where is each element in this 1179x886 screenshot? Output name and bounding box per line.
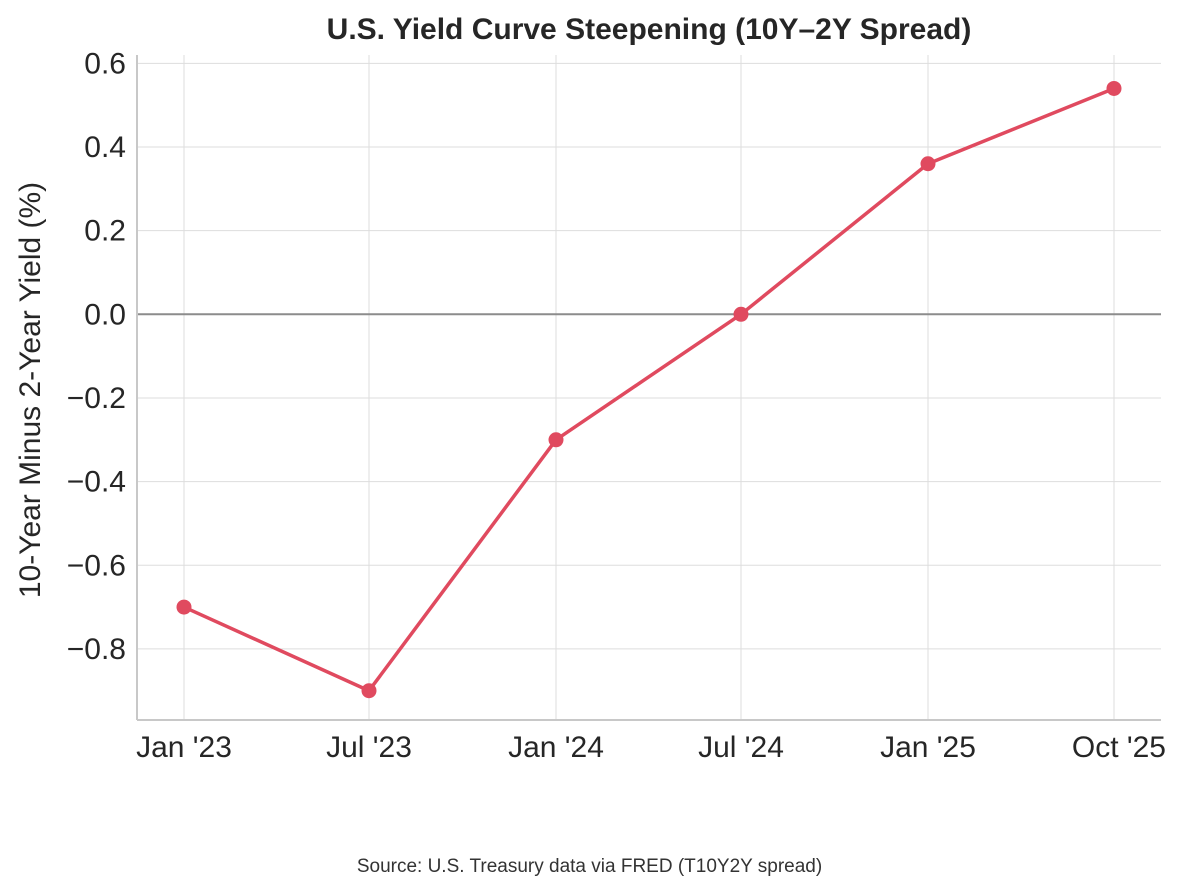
x-tick-label-4: Jan '25 <box>880 731 976 764</box>
x-tick-labels: Jan '23 Jul '23 Jan '24 Jul '24 Jan '25 Oct '… <box>136 731 1166 764</box>
y-tick-label-4: −0.2 <box>67 382 126 415</box>
y-tick-label-7: −0.8 <box>67 633 126 666</box>
data-point-3 <box>733 306 749 322</box>
x-tick-label-0: Jan '23 <box>136 731 232 764</box>
x-tick-label-2: Jan '24 <box>508 731 604 764</box>
source-note: Source: U.S. Treasury data via FRED (T10… <box>356 856 823 877</box>
y-tick-labels: 0.6 0.4 0.2 0.0 −0.2 −0.4 −0.6 −0.8 <box>67 47 126 666</box>
data-point-4 <box>920 156 936 172</box>
series-line-spread <box>183 86 1115 693</box>
data-point-5 <box>1106 80 1122 96</box>
axes <box>136 55 1161 721</box>
data-point-0 <box>176 599 192 615</box>
grid-lines <box>137 55 1161 720</box>
x-tick-label-1: Jul '23 <box>326 731 412 764</box>
y-axis-label: 10-Year Minus 2-Year Yield (%) <box>14 182 47 598</box>
data-point-1 <box>361 683 377 699</box>
y-tick-label-2: 0.2 <box>84 215 126 248</box>
data-points <box>176 80 1122 699</box>
y-tick-label-3: 0.0 <box>84 298 126 331</box>
y-tick-label-1: 0.4 <box>84 131 126 164</box>
y-tick-label-0: 0.6 <box>84 47 126 80</box>
y-tick-label-5: −0.4 <box>67 466 126 499</box>
data-point-2 <box>548 432 564 448</box>
y-tick-label-6: −0.6 <box>67 549 126 582</box>
chart-title: U.S. Yield Curve Steepening (10Y–2Y Spre… <box>327 13 972 46</box>
x-tick-label-3: Jul '24 <box>698 731 784 764</box>
x-tick-label-5: Oct '25 <box>1072 731 1166 764</box>
